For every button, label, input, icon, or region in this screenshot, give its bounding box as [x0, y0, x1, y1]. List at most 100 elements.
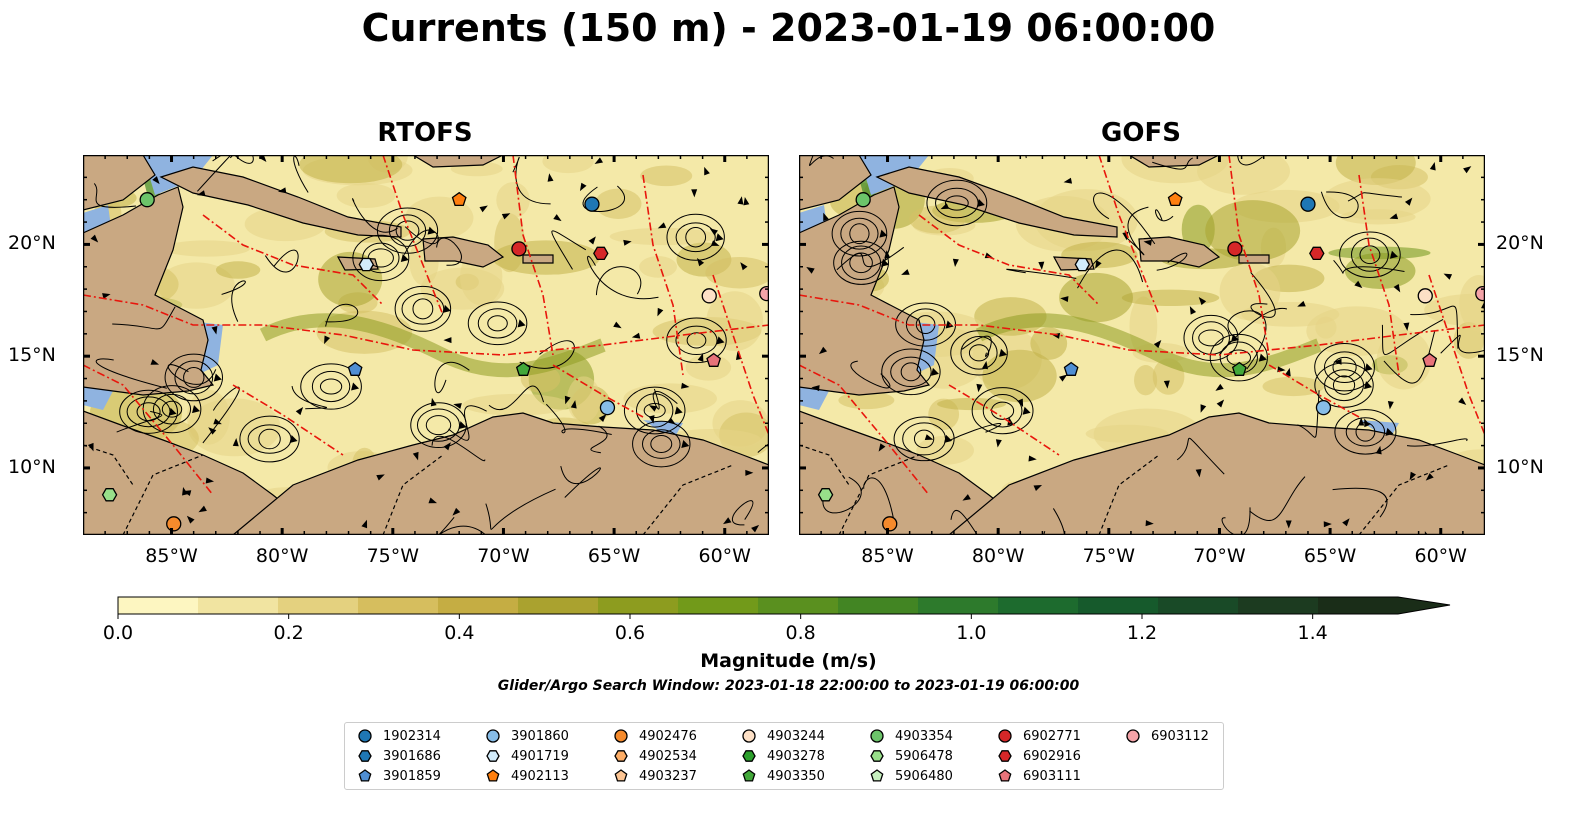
station-6903112-rtofs [759, 285, 769, 302]
station-3901859-gofs [1063, 361, 1079, 376]
colorbar-segment [278, 597, 359, 614]
station-4901719-rtofs [358, 257, 375, 272]
colorbar-segment [838, 597, 919, 614]
lon-label-rtofs: 65°W [587, 545, 641, 567]
station-4903354-gofs [855, 192, 871, 208]
legend-label: 3901686 [383, 748, 441, 764]
legend-label: 1902314 [383, 728, 441, 744]
station-4902113-gofs [1167, 191, 1183, 207]
station-4902476-gofs [882, 516, 898, 532]
colorbar-label: Magnitude (m/s) [700, 650, 877, 672]
legend-label: 6902771 [1023, 728, 1081, 744]
legend-label: 4902534 [639, 748, 697, 764]
legend-marker-pentagon [614, 769, 628, 782]
station-6902916-rtofs [593, 246, 609, 261]
legend-marker-circle [998, 729, 1012, 743]
station-4903354-rtofs [139, 192, 155, 208]
figure-title: Currents (150 m) - 2023-01-19 06:00:00 [361, 6, 1216, 50]
panel-title-rtofs: RTOFS [377, 118, 473, 148]
legend-marker-circle [1126, 729, 1140, 743]
lon-label-rtofs: 75°W [366, 545, 420, 567]
colorbar-segment [598, 597, 679, 614]
legend-item: 4903350 [741, 767, 825, 785]
legend-marker-circle [870, 729, 884, 743]
legend-item: 6902771 [997, 727, 1081, 745]
legend-label: 4903350 [767, 768, 825, 784]
legend-item: 4903278 [741, 747, 825, 765]
legend-marker-pentagon [870, 769, 884, 782]
legend-marker-pentagon [998, 769, 1012, 782]
station-3901859-rtofs [347, 361, 363, 376]
legend-marker-hexagon [998, 750, 1012, 762]
legend-marker-hexagon [614, 750, 628, 762]
colorbar-segment [998, 597, 1079, 614]
legend-label: 4903354 [895, 728, 953, 744]
colorbar-segment [918, 597, 999, 614]
legend-label: 6902916 [1023, 748, 1081, 764]
station-4903350-rtofs [515, 361, 531, 376]
legend-label: 3901860 [511, 728, 569, 744]
lat-label-right: 10°N [1496, 455, 1544, 478]
legend-item: 1902314 [357, 727, 441, 745]
station-5906478-rtofs [101, 488, 118, 502]
legend-marker-hexagon [358, 750, 372, 762]
legend-item: 4903354 [869, 727, 953, 745]
legend-item: 4903237 [613, 767, 697, 785]
colorbar-segment [198, 597, 279, 614]
float-legend: 1902314 3901686 3901859 3901860 4901719 49021… [344, 722, 1224, 790]
legend-marker-hexagon [870, 750, 884, 762]
colorbar-tick-label: 0.2 [273, 622, 304, 644]
search-window-text: Glider/Argo Search Window: 2023-01-18 22… [497, 678, 1080, 694]
colorbar-segment [358, 597, 439, 614]
legend-marker-hexagon [742, 750, 756, 762]
colorbar-segment [758, 597, 839, 614]
station-6903112-gofs [1475, 285, 1485, 302]
legend-label: 4903237 [639, 768, 697, 784]
lon-label-gofs: 75°W [1082, 545, 1136, 567]
station-6902771-rtofs [511, 241, 527, 257]
colorbar-segment [678, 597, 759, 614]
colorbar-tick-label: 1.2 [1126, 622, 1158, 644]
station-4902113-rtofs [451, 191, 467, 207]
legend-item: 4902534 [613, 747, 697, 765]
station-4901719-gofs [1074, 257, 1091, 272]
station-4902476-rtofs [166, 516, 182, 532]
lon-label-gofs: 80°W [971, 545, 1025, 567]
legend-label: 6903111 [1023, 768, 1081, 784]
station-6902916-gofs [1309, 246, 1325, 261]
legend-label: 4902476 [639, 728, 697, 744]
lon-label-rtofs: 80°W [255, 545, 309, 567]
colorbar-tick-label: 0.0 [102, 622, 134, 644]
station-1902314-rtofs [584, 196, 600, 212]
colorbar-tick-label: 0.8 [785, 622, 816, 644]
colorbar-segment [1318, 597, 1399, 614]
legend-label: 4903278 [767, 748, 825, 764]
legend-label: 6903112 [1151, 728, 1209, 744]
lon-label-gofs: 60°W [1414, 545, 1467, 567]
panel-title-gofs: GOFS [1101, 118, 1181, 148]
station-6903111-rtofs [706, 352, 722, 367]
colorbar-segment [1158, 597, 1239, 614]
station-4903350-gofs [1231, 361, 1247, 376]
legend-item: 3901860 [485, 727, 569, 745]
rtofs-map [83, 155, 769, 535]
legend-item: 4902476 [613, 727, 697, 745]
colorbar [117, 596, 1451, 619]
legend-label: 3901859 [383, 768, 441, 784]
station-3901860-rtofs [599, 399, 616, 416]
station-4903244-gofs [1417, 288, 1433, 304]
lon-label-gofs: 65°W [1303, 545, 1357, 567]
colorbar-segment [1238, 597, 1319, 614]
legend-label: 4902113 [511, 768, 569, 784]
station-6902771-gofs [1227, 241, 1243, 257]
lat-label-right: 20°N [1496, 232, 1544, 255]
legend-item: 4901719 [485, 747, 569, 765]
colorbar-segment [118, 597, 199, 614]
legend-marker-pentagon [742, 769, 756, 782]
lon-label-rtofs: 70°W [477, 545, 530, 567]
legend-item: 5906478 [869, 747, 953, 765]
station-1902314-gofs [1300, 196, 1316, 212]
legend-item: 4903244 [741, 727, 825, 745]
legend-label: 5906480 [895, 768, 953, 784]
legend-marker-pentagon [486, 769, 500, 782]
